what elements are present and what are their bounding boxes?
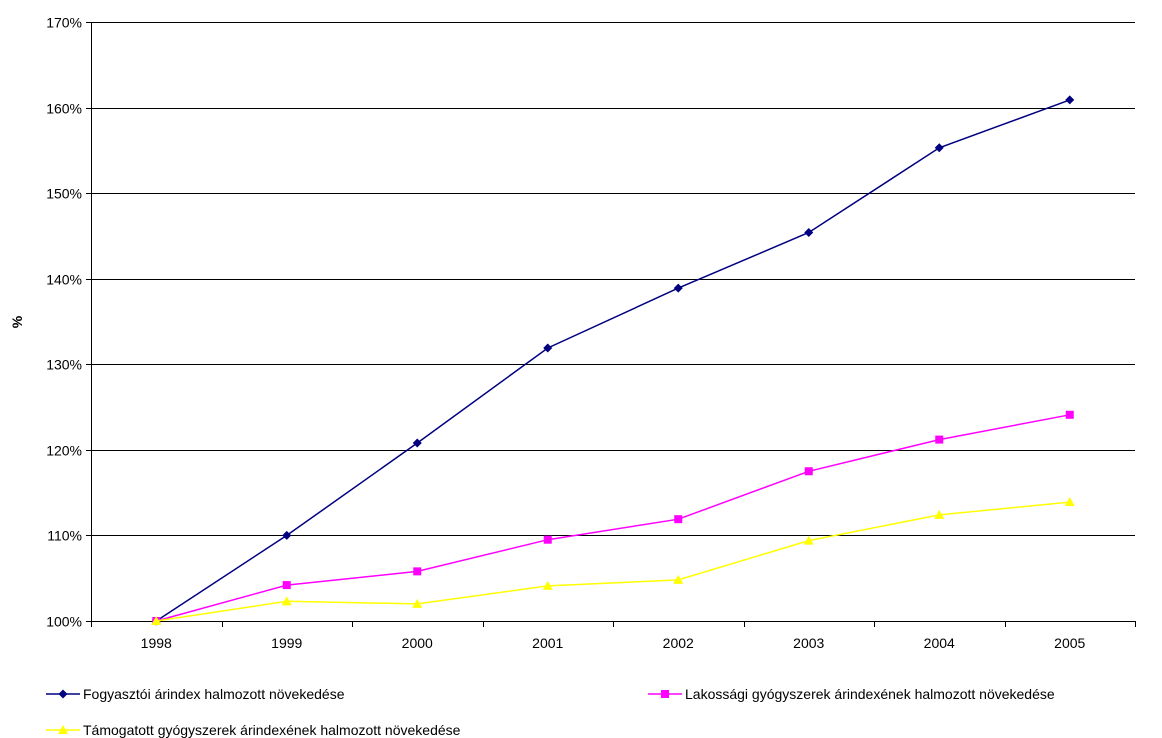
x-tick-label: 2000 [402, 635, 433, 651]
legend-marker [661, 690, 669, 698]
data-point [281, 596, 292, 606]
legend-marker [58, 689, 68, 699]
data-point [804, 228, 814, 238]
y-tick-label: 170% [46, 15, 82, 31]
legend: Fogyasztói árindex halmozott növekedése L… [46, 686, 1055, 738]
tick-labels: 100% 110% 120% 130% 140% 150% 160% 170% 1998 1999… [46, 15, 1085, 652]
series-3 [151, 497, 1075, 625]
x-tick-label: 2002 [663, 635, 694, 651]
data-point [935, 435, 944, 444]
data-point [934, 509, 945, 519]
x-tick-label: 1998 [141, 635, 172, 651]
series-line [156, 414, 1070, 622]
data-point [543, 343, 553, 353]
y-tick-label: 120% [46, 443, 82, 459]
data-point [543, 535, 552, 544]
legend-label: Lakossági gyógyszerek árindexének halmoz… [685, 686, 1055, 702]
y-tick-label: 160% [46, 101, 82, 117]
series-line [156, 501, 1070, 622]
data-point [413, 567, 422, 576]
data-point [412, 438, 422, 448]
y-tick-label: 100% [46, 614, 82, 630]
data-point [934, 143, 944, 153]
legend-item: Támogatott gyógyszerek árindexének halmo… [46, 722, 461, 738]
axes [86, 22, 1136, 627]
data-point [151, 616, 162, 625]
data-point [1065, 410, 1074, 419]
x-tick-label: 2003 [793, 635, 824, 651]
x-tick-label: 2001 [532, 635, 563, 651]
x-tick-label: 2005 [1054, 635, 1085, 651]
series-1 [151, 95, 1075, 626]
series-line [155, 99, 1071, 622]
series [151, 95, 1075, 626]
data-point [674, 515, 683, 524]
x-tick-label: 1999 [271, 635, 302, 651]
data-point [542, 580, 553, 590]
data-point [1064, 497, 1075, 507]
legend-item: Fogyasztói árindex halmozott növekedése [46, 686, 345, 702]
data-point [673, 283, 683, 293]
data-point [282, 581, 291, 590]
data-point [804, 467, 813, 476]
y-tick-label: 110% [47, 528, 82, 544]
y-tick-label: 130% [46, 357, 82, 373]
data-point [1065, 95, 1075, 105]
gridlines [91, 22, 1135, 536]
legend-item: Lakossági gyógyszerek árindexének halmoz… [648, 686, 1055, 702]
legend-marker [58, 725, 68, 734]
x-tick-label: 2004 [924, 635, 955, 651]
y-tick-label: 150% [46, 186, 82, 202]
legend-label: Fogyasztói árindex halmozott növekedése [83, 686, 345, 702]
legend-label: Támogatott gyógyszerek árindexének halmo… [83, 722, 461, 738]
y-tick-label: 140% [46, 272, 82, 288]
data-point [803, 535, 814, 545]
data-point [673, 574, 684, 584]
y-axis-title: % [9, 315, 25, 328]
data-point [412, 598, 423, 608]
data-point [282, 530, 292, 540]
